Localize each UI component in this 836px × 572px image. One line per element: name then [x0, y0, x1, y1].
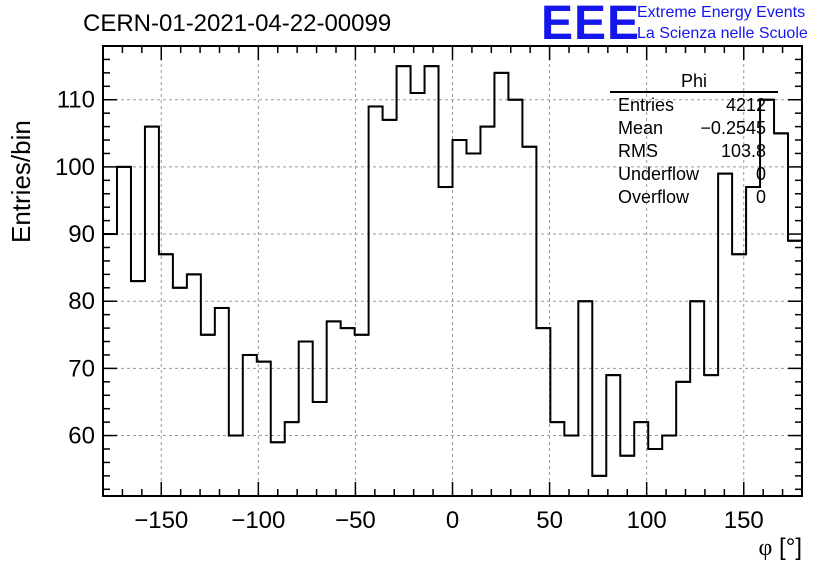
stats-divider	[610, 91, 778, 93]
y-tick-label: 80	[68, 288, 95, 315]
logo-line-1: Extreme Energy Events	[637, 4, 806, 21]
x-tick-label: −150	[134, 507, 188, 534]
logo-line-2: La Scienza nelle Scuole	[637, 25, 808, 42]
stats-value: −0.2545	[700, 118, 766, 138]
x-tick-label: −50	[335, 507, 376, 534]
y-tick-label: 60	[68, 423, 95, 450]
y-tick-label: 90	[68, 221, 95, 248]
stats-row-rms: RMS 103.8	[610, 141, 778, 164]
x-tick-label: 50	[536, 507, 563, 534]
plot-frame	[102, 45, 803, 497]
eee-logo: EEE	[541, 0, 641, 50]
y-tick-label: 110	[57, 87, 95, 114]
x-tick-label: −100	[231, 507, 285, 534]
x-axis-symbol: φ	[758, 535, 773, 561]
stats-row-overflow: Overflow 0	[610, 187, 778, 210]
x-axis-label: φ [°]	[759, 534, 802, 562]
y-axis-label: Entries/bin	[6, 120, 36, 243]
x-tick-label: 0	[446, 507, 459, 534]
stats-value: 0	[755, 164, 766, 184]
stats-row-entries: Entries 4212	[610, 95, 778, 118]
x-axis-unit: [°]	[772, 534, 802, 561]
stats-row-underflow: Underflow 0	[610, 164, 778, 187]
stats-value: 103.8	[720, 141, 766, 161]
x-tick-label: 100	[627, 507, 667, 534]
stats-label: Mean	[618, 118, 664, 138]
stats-box: Phi Entries 4212 Mean −0.2545 RMS 103.8 …	[610, 72, 778, 210]
stats-value: 0	[755, 187, 766, 207]
x-tick-label: 150	[724, 507, 764, 534]
y-tick-label: 70	[68, 355, 95, 382]
stats-label: Entries	[618, 95, 675, 115]
stats-title: Phi	[680, 71, 707, 91]
stats-label: Overflow	[618, 187, 690, 207]
y-tick-label: 100	[55, 154, 95, 181]
page-title: CERN-01-2021-04-22-00099	[83, 10, 392, 37]
stats-value: 4212	[725, 95, 766, 115]
stats-row-mean: Mean −0.2545	[610, 118, 778, 141]
stats-label: Underflow	[618, 164, 700, 184]
stats-label: RMS	[618, 141, 658, 161]
